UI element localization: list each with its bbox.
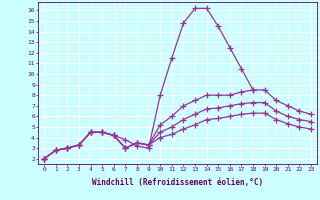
X-axis label: Windchill (Refroidissement éolien,°C): Windchill (Refroidissement éolien,°C) (92, 178, 263, 187)
